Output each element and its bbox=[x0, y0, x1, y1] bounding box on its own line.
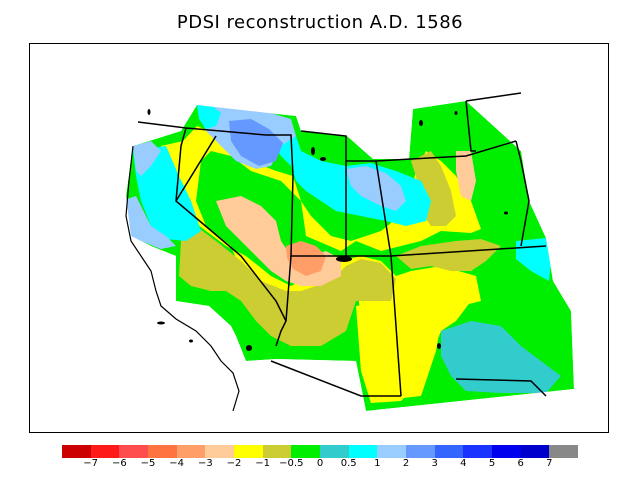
region-wet-north bbox=[346, 166, 406, 211]
region-slight-dry bbox=[179, 226, 396, 346]
mask-east bbox=[366, 102, 608, 432]
map-frame bbox=[29, 43, 609, 433]
colorbar-swatch bbox=[234, 445, 264, 458]
colorbar-swatch bbox=[520, 445, 550, 458]
region-wet-nw bbox=[121, 196, 176, 249]
colorbar-labels: −7 −6 −5 −4 −3 −2 −1 −0.5 0 0.5 1 2 3 4 5 6 7 bbox=[0, 458, 640, 474]
map-title: PDSI reconstruction A.D. 1586 bbox=[176, 12, 464, 33]
region-moist-montana bbox=[197, 105, 221, 129]
state-boundaries bbox=[137, 92, 547, 397]
region-slight-dry-east bbox=[396, 239, 501, 271]
colorbar-label: −6 bbox=[111, 458, 127, 469]
colorbar-swatch bbox=[176, 445, 206, 458]
colorbar-label: −2 bbox=[226, 458, 242, 469]
colorbar-label: −7 bbox=[83, 458, 99, 469]
colorbar-swatch bbox=[348, 445, 378, 458]
colorbar-swatch bbox=[148, 445, 178, 458]
coastline bbox=[125, 145, 240, 412]
mask-west-ocean bbox=[30, 44, 366, 432]
colorbar-label: −1 bbox=[255, 458, 271, 469]
region-near-normal-se bbox=[441, 321, 561, 393]
colorbar-label: −5 bbox=[140, 458, 156, 469]
colorbar-swatch bbox=[434, 445, 464, 458]
region-drier-ne bbox=[456, 151, 476, 201]
colorbar-label: 2 bbox=[402, 458, 410, 469]
colorbar-swatch bbox=[291, 445, 321, 458]
colorbar-label: 6 bbox=[517, 458, 524, 469]
colorbar-swatch bbox=[492, 445, 522, 458]
colorbar-label: 4 bbox=[460, 458, 467, 469]
colorbar-swatch bbox=[205, 445, 235, 458]
region-very-dry-utah bbox=[286, 241, 326, 276]
colorbar-label: 5 bbox=[488, 458, 496, 469]
region-very-wet-montana bbox=[229, 119, 283, 166]
colorbar-swatch bbox=[549, 445, 579, 458]
colorbar-label: 0.5 bbox=[340, 458, 357, 469]
colorbar-label: 0 bbox=[316, 458, 324, 469]
colorbar-swatch bbox=[320, 445, 350, 458]
region-wet-nw2 bbox=[133, 141, 161, 176]
colorbar-label: −0.5 bbox=[279, 458, 304, 469]
colorbar-label: 1 bbox=[374, 458, 381, 469]
colorbar-swatch bbox=[90, 445, 120, 458]
region-dry-south bbox=[356, 276, 471, 403]
pdsi-map bbox=[30, 44, 608, 432]
lakes bbox=[147, 109, 508, 351]
colorbar-swatch bbox=[463, 445, 493, 458]
colorbar-swatch bbox=[119, 445, 149, 458]
colorbar-swatch bbox=[377, 445, 407, 458]
colorbar bbox=[62, 445, 579, 458]
colorbar-label: 3 bbox=[431, 458, 438, 469]
region-moist-nw bbox=[133, 146, 201, 241]
colorbar-label: 7 bbox=[546, 458, 553, 469]
mask-north bbox=[133, 44, 608, 159]
colorbar-swatch bbox=[262, 445, 292, 458]
colorbar-label: −4 bbox=[169, 458, 185, 469]
colorbar-swatch bbox=[406, 445, 436, 458]
region-moist-east bbox=[516, 238, 551, 281]
colorbar-swatch bbox=[62, 445, 92, 458]
colorbar-label: −3 bbox=[197, 458, 213, 469]
